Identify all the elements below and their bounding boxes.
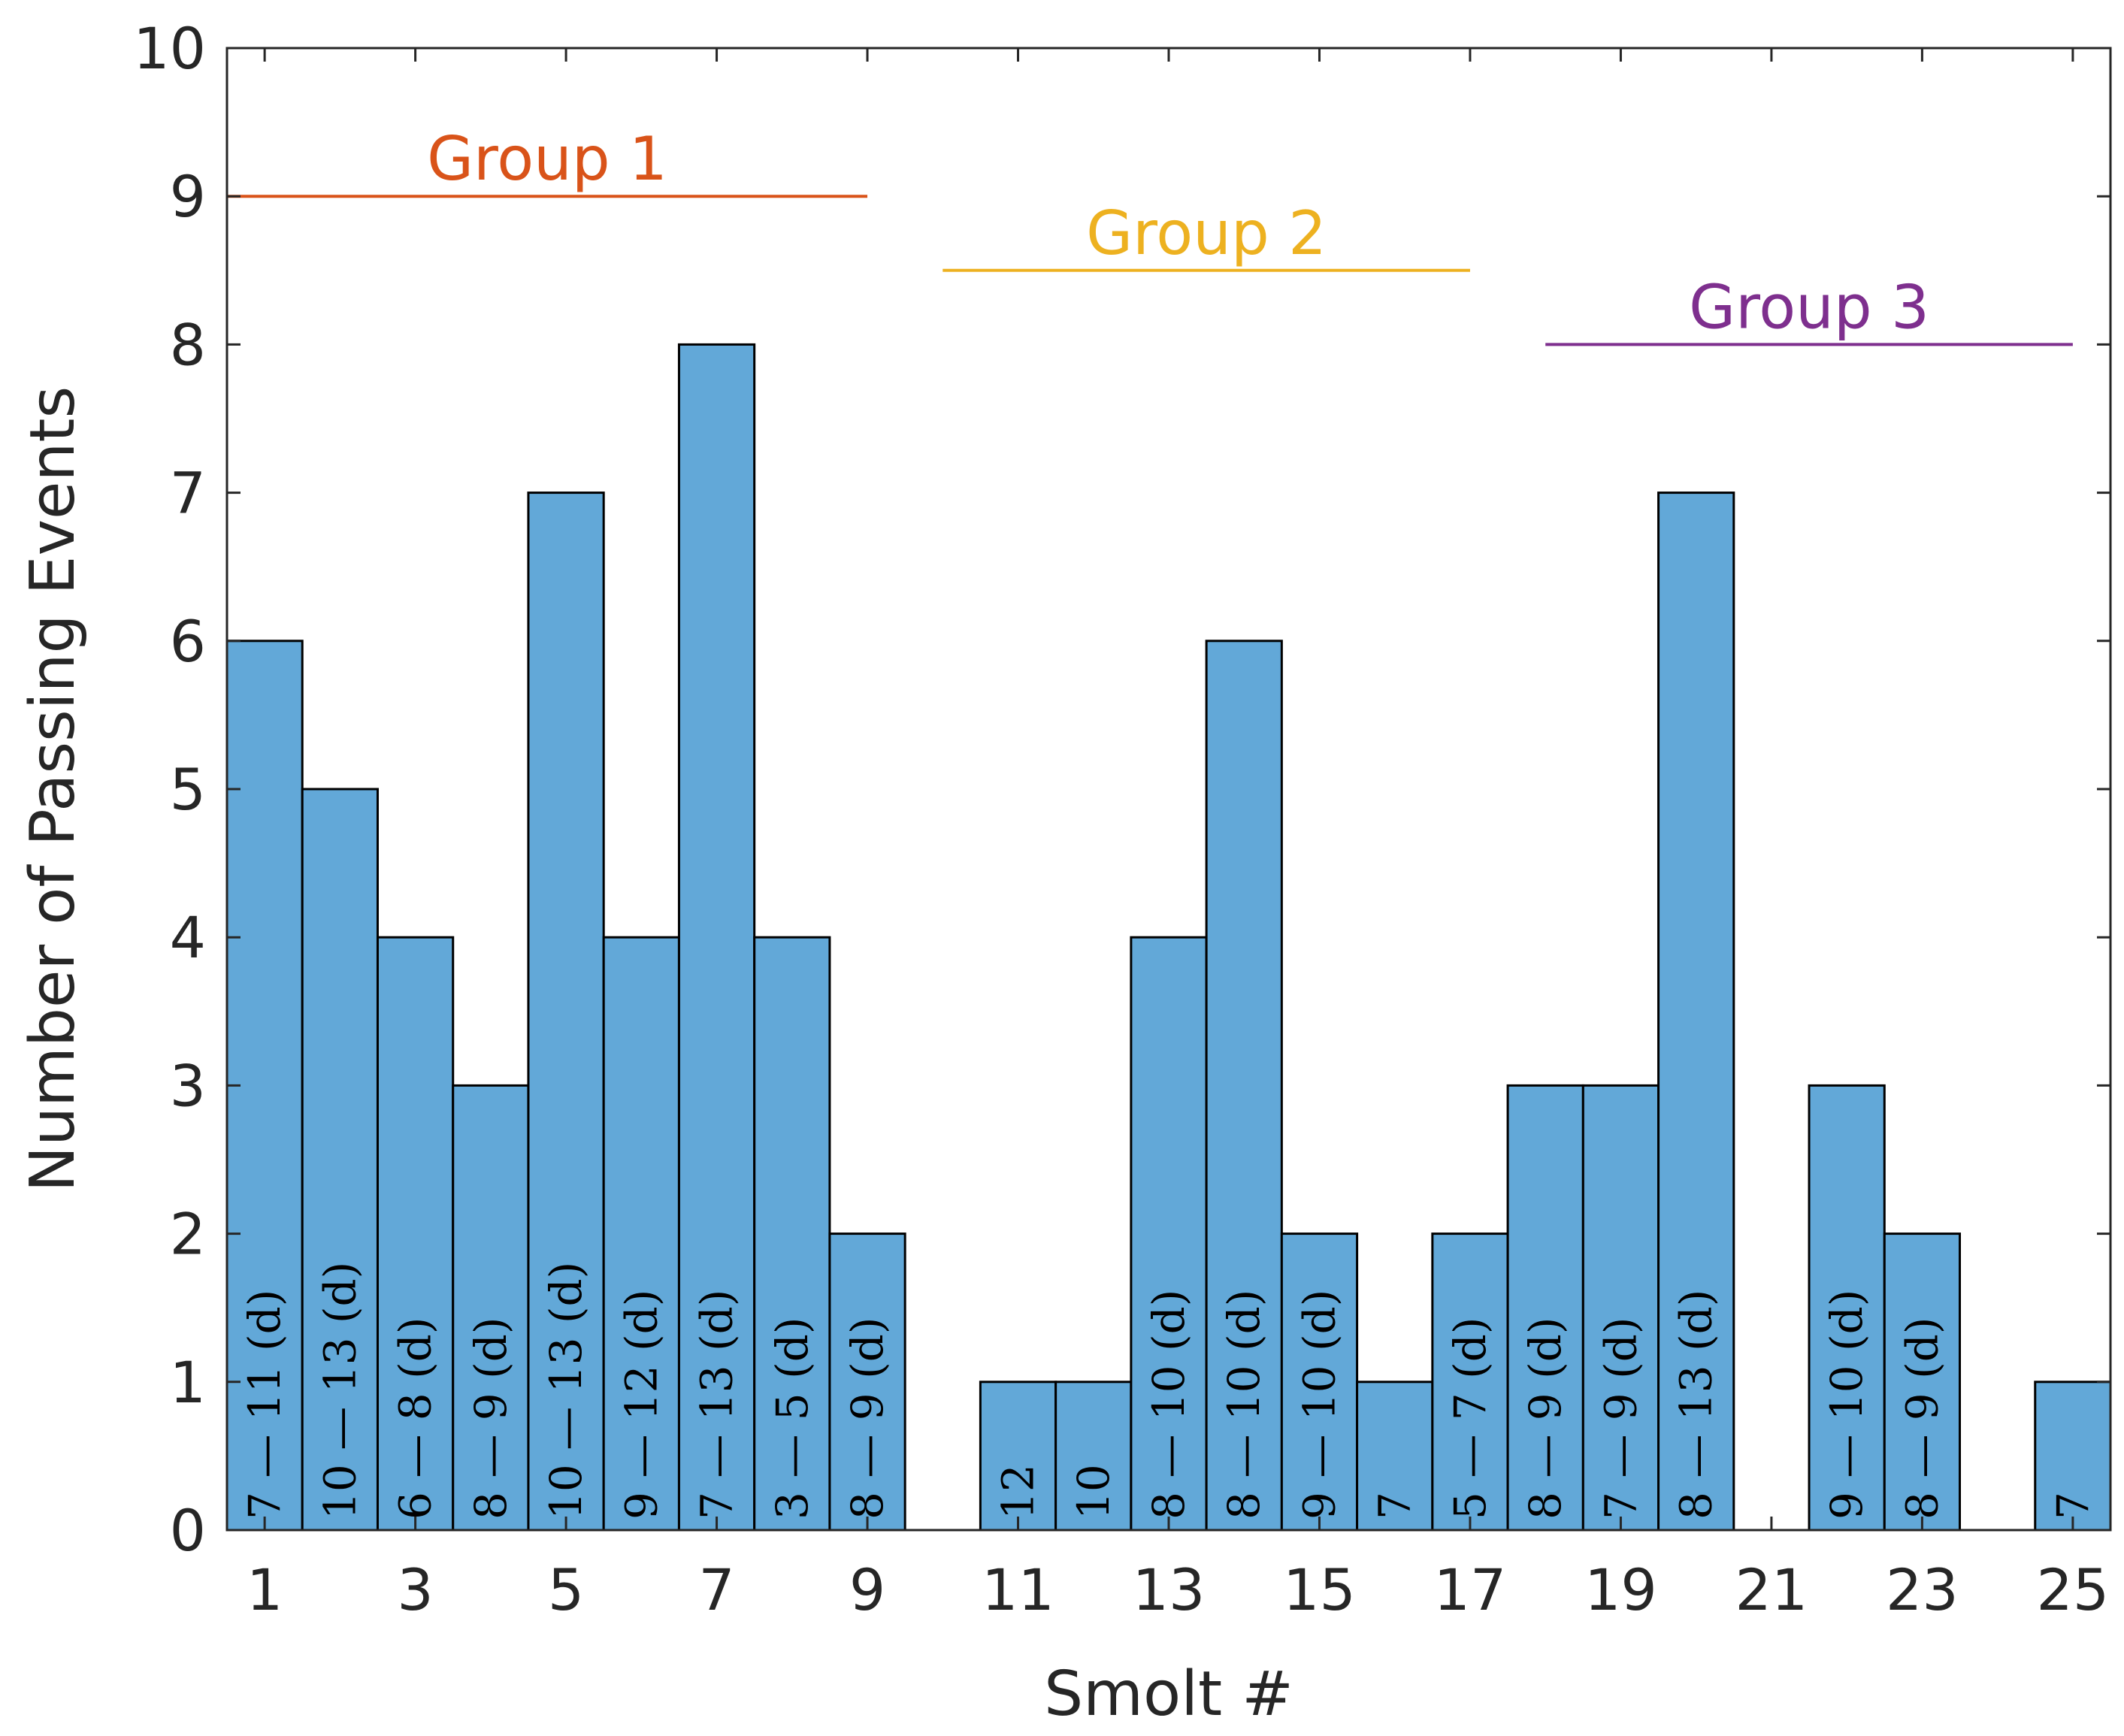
bar-label-smolt-11: 12 [993,1464,1044,1520]
bar-label-smolt-2: 10 — 13 (d) [314,1262,365,1520]
x-tick-label: 19 [1584,1556,1657,1623]
bar-label-smolt-18: 8 — 9 (d) [1520,1317,1571,1520]
x-tick-label: 17 [1434,1556,1507,1623]
x-axis-title: Smolt # [1044,1659,1293,1730]
y-tick-label: 9 [170,163,206,230]
axis-ticks [227,47,2110,1532]
bar-label-smolt-9: 8 — 9 (d) [842,1317,893,1520]
bar-label-smolt-12: 10 [1068,1464,1119,1520]
x-tick-label: 13 [1133,1556,1206,1623]
bar-smolt-11 [979,1381,1057,1532]
y-tick-label: 1 [170,1349,206,1416]
group-3-label: Group 3 [1689,272,1929,342]
y-tick-label: 3 [170,1052,206,1119]
bar-smolt-8 [753,936,831,1532]
bar-smolt-19 [1581,1084,1660,1532]
bar-label-smolt-6: 9 — 12 (d) [616,1290,667,1520]
bar-smolt-9 [828,1232,906,1532]
bar-smolt-16 [1356,1381,1434,1532]
y-tick-label: 6 [170,608,206,675]
bar-label-smolt-14: 8 — 10 (d) [1218,1290,1269,1520]
bar-label-smolt-19: 7 — 9 (d) [1595,1317,1646,1520]
x-tick-label: 15 [1283,1556,1356,1623]
bar-smolt-15 [1280,1232,1359,1532]
bar-smolt-14 [1205,640,1283,1532]
y-tick-label: 2 [170,1201,206,1268]
group-annotations: Group 1 Group 2 Group 3 [227,124,2073,346]
bar-label-smolt-25: 7 [2047,1492,2098,1520]
bar-smolt-23 [1883,1232,1962,1532]
x-tick-label: 21 [1735,1556,1808,1623]
x-tick-label: 25 [2037,1556,2110,1623]
y-axis-title: Number of Passing Events [17,386,89,1193]
bar-smolt-25 [2034,1381,2112,1532]
y-tick-label: 10 [133,15,206,82]
bars-group [225,343,2112,1532]
bar-smolt-17 [1431,1232,1509,1532]
bar-label-smolt-5: 10 — 13 (d) [540,1262,592,1520]
bar-smolt-18 [1506,1084,1584,1532]
bar-label-smolt-22: 9 — 10 (d) [1821,1290,1872,1520]
bar-label-smolt-23: 8 — 9 (d) [1896,1317,1947,1520]
y-tick-label: 8 [170,311,206,378]
x-tick-label: 1 [247,1556,283,1623]
bar-label-smolt-1: 7 — 11 (d) [239,1290,290,1520]
y-tick-label: 7 [170,460,206,527]
x-tick-label: 23 [1886,1556,1959,1623]
bar-label-smolt-16: 7 [1369,1492,1421,1520]
bar-labels-group: 7 — 11 (d) 10 — 13 (d) 6 — 8 (d) 8 — 9 (d) 1… [239,1262,2098,1520]
y-tick-label: 5 [170,756,206,823]
group-1-label: Group 1 [427,124,667,194]
bar-smolt-3 [376,936,455,1532]
x-tick-label: 3 [397,1556,433,1623]
bar-label-smolt-8: 3 — 5 (d) [767,1317,818,1520]
x-tick-label: 7 [698,1556,734,1623]
bar-smolt-2 [301,788,379,1532]
bar-smolt-13 [1130,936,1208,1532]
bar-label-smolt-3: 6 — 8 (d) [390,1317,441,1520]
y-tick-label: 0 [170,1497,206,1564]
x-tick-label: 11 [982,1556,1054,1623]
y-tick-label: 4 [170,904,206,971]
group-2-label: Group 2 [1086,198,1327,268]
bar-label-smolt-17: 5 — 7 (d) [1445,1317,1496,1520]
bar-label-smolt-15: 9 — 10 (d) [1293,1290,1345,1520]
x-tick-label: 9 [849,1556,885,1623]
x-tick-label: 5 [548,1556,584,1623]
bar-smolt-20 [1657,491,1735,1532]
bar-label-smolt-4: 8 — 9 (d) [465,1317,516,1520]
bar-label-smolt-20: 8 — 13 (d) [1671,1290,1722,1520]
bar-smolt-7 [677,343,756,1532]
bar-label-smolt-7: 7 — 13 (d) [691,1290,743,1520]
bar-label-smolt-13: 8 — 10 (d) [1143,1290,1194,1520]
